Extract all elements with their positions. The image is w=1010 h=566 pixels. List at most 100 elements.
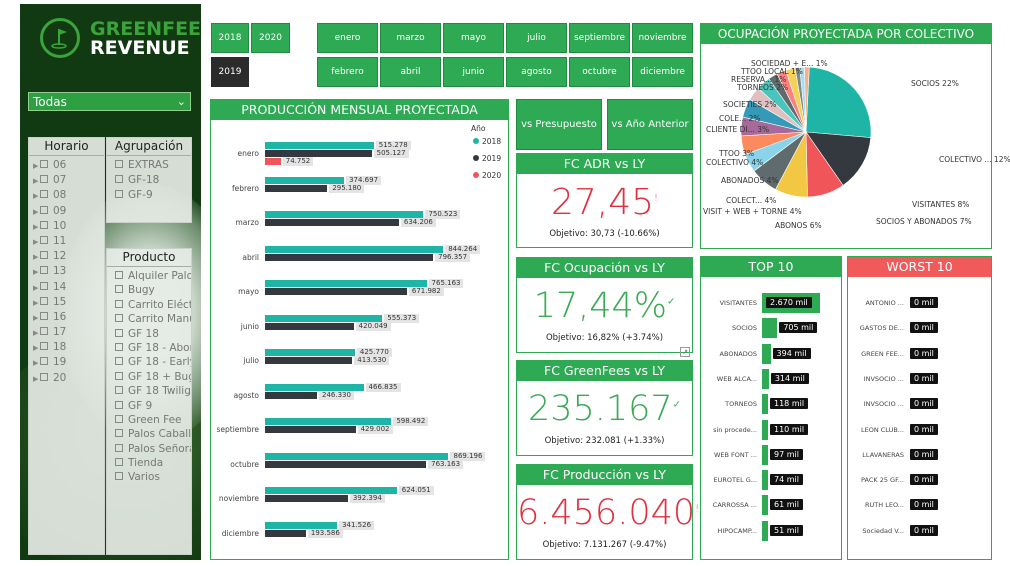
month-button-noviembre[interactable]: noviembre <box>632 23 693 53</box>
rank-bar[interactable] <box>762 495 768 516</box>
bar-2018[interactable] <box>265 211 424 218</box>
bar-2019[interactable] <box>265 253 434 261</box>
vs-anio-anterior-button[interactable]: vs Año Anterior <box>607 99 693 150</box>
horario-item[interactable]: ▶ 09 <box>33 204 104 219</box>
expand-icon[interactable]: ↗ <box>680 347 690 357</box>
checkbox-icon[interactable] <box>115 175 123 184</box>
producto-item[interactable]: Carrito Eléctr <box>115 298 191 312</box>
checkbox-icon[interactable] <box>115 328 123 337</box>
bar-2019[interactable] <box>265 495 348 502</box>
month-button-julio[interactable]: julio <box>506 23 567 53</box>
month-button-junio[interactable]: junio <box>443 57 504 87</box>
horario-item[interactable]: ▶ 11 <box>33 234 104 249</box>
checkbox-icon[interactable] <box>115 271 123 279</box>
producto-item[interactable]: Alquiler Palos <box>115 269 191 283</box>
producto-item[interactable]: Palos Caballe <box>115 427 191 441</box>
horario-item[interactable]: ▶ 17 <box>33 325 104 340</box>
expand-arrow-icon[interactable]: ▶ <box>33 268 39 277</box>
month-button-septiembre[interactable]: septiembre <box>569 23 630 53</box>
bar-2019[interactable] <box>265 460 427 468</box>
bar-2018[interactable] <box>265 383 364 391</box>
horario-item[interactable]: ▶ 12 <box>33 249 104 264</box>
expand-arrow-icon[interactable]: ▶ <box>33 192 39 201</box>
checkbox-icon[interactable] <box>115 443 123 452</box>
horario-item[interactable]: ▶ 16 <box>33 310 104 325</box>
rank-bar[interactable] <box>762 343 771 364</box>
checkbox-icon[interactable] <box>40 190 48 199</box>
producto-item[interactable]: Varios <box>115 470 191 484</box>
rank-bar[interactable] <box>762 394 768 415</box>
checkbox-icon[interactable] <box>40 357 48 366</box>
year-button-2019[interactable]: 2019 <box>211 57 249 87</box>
month-button-agosto[interactable]: agosto <box>506 57 567 87</box>
checkbox-icon[interactable] <box>115 357 123 366</box>
segment-dropdown[interactable]: Todas ⌄ <box>28 92 191 111</box>
bar-2018[interactable] <box>265 521 338 529</box>
rank-bar[interactable] <box>762 470 768 491</box>
month-button-mayo[interactable]: mayo <box>443 23 504 53</box>
rank-bar[interactable] <box>762 419 768 440</box>
horario-item[interactable]: ▶ 18 <box>33 340 104 355</box>
checkbox-icon[interactable] <box>115 190 123 199</box>
month-button-abril[interactable]: abril <box>380 57 441 87</box>
bar-2019[interactable] <box>265 322 354 330</box>
expand-arrow-icon[interactable]: ▶ <box>33 283 39 292</box>
bar-2018[interactable] <box>265 142 374 149</box>
horario-item[interactable]: ▶ 20 <box>33 371 104 386</box>
producto-item[interactable]: GF 18 - Early <box>115 355 191 369</box>
checkbox-icon[interactable] <box>115 414 123 423</box>
checkbox-icon[interactable] <box>115 160 123 168</box>
checkbox-icon[interactable] <box>40 251 48 260</box>
checkbox-icon[interactable] <box>115 400 123 409</box>
bar-2019[interactable] <box>265 357 353 364</box>
checkbox-icon[interactable] <box>40 372 48 381</box>
checkbox-icon[interactable] <box>115 342 123 351</box>
checkbox-icon[interactable] <box>40 220 48 229</box>
bar-2019[interactable] <box>265 529 306 537</box>
horario-item[interactable]: ▶ 07 <box>33 173 104 188</box>
month-button-marzo[interactable]: marzo <box>380 23 441 53</box>
checkbox-icon[interactable] <box>115 386 123 395</box>
bar-2018[interactable] <box>265 176 345 184</box>
bar-2018[interactable] <box>265 487 397 494</box>
year-button-2018[interactable]: 2018 <box>211 23 249 53</box>
expand-arrow-icon[interactable]: ▶ <box>33 222 39 231</box>
producto-item[interactable]: GF 18 + Bugg <box>115 370 191 384</box>
bar-2020[interactable] <box>265 158 281 165</box>
bar-2019[interactable] <box>265 150 372 157</box>
producto-item[interactable]: GF 9 <box>115 399 191 413</box>
bar-2019[interactable] <box>265 288 407 295</box>
pie-slice-colectivo-[interactable] <box>805 131 872 186</box>
producto-item[interactable]: GF 18 <box>115 327 191 341</box>
horario-item[interactable]: ▶ 14 <box>33 280 104 295</box>
producto-item[interactable]: Green Fee <box>115 413 191 427</box>
producto-item[interactable]: Tienda <box>115 456 191 470</box>
expand-arrow-icon[interactable]: ▶ <box>33 359 39 368</box>
expand-arrow-icon[interactable]: ▶ <box>33 177 39 186</box>
bar-2018[interactable] <box>265 314 383 322</box>
pie-slice-socios[interactable] <box>805 66 872 138</box>
checkbox-icon[interactable] <box>115 371 123 380</box>
checkbox-icon[interactable] <box>40 327 48 336</box>
checkbox-icon[interactable] <box>40 266 48 275</box>
horario-item[interactable]: ▶ 08 <box>33 188 104 203</box>
checkbox-icon[interactable] <box>40 311 48 320</box>
expand-arrow-icon[interactable]: ▶ <box>33 329 39 338</box>
checkbox-icon[interactable] <box>40 281 48 290</box>
year-button-2020[interactable]: 2020 <box>251 23 290 53</box>
agrupacion-item[interactable]: GF-9 <box>115 188 191 203</box>
horario-item[interactable]: ▶ 19 <box>33 355 104 370</box>
checkbox-icon[interactable] <box>115 299 123 308</box>
rank-bar[interactable] <box>762 318 778 339</box>
horario-item[interactable]: ▶ 15 <box>33 295 104 310</box>
rank-bar[interactable] <box>762 368 769 389</box>
bar-2019[interactable] <box>265 426 356 433</box>
producto-item[interactable]: Palos Señora <box>115 442 191 456</box>
checkbox-icon[interactable] <box>40 160 48 168</box>
checkbox-icon[interactable] <box>115 458 123 467</box>
rank-bar[interactable] <box>762 444 768 465</box>
month-button-octubre[interactable]: octubre <box>569 57 630 87</box>
expand-arrow-icon[interactable]: ▶ <box>33 162 39 170</box>
month-button-enero[interactable]: enero <box>317 23 378 53</box>
month-button-diciembre[interactable]: diciembre <box>632 57 693 87</box>
